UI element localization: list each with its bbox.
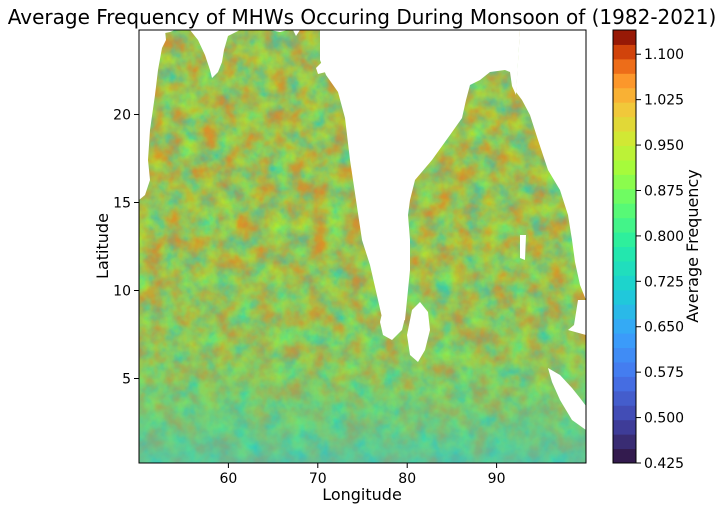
colorbar-segment xyxy=(613,390,636,406)
colorbar-ticks: 0.425 0.500 0.575 0.650 0.725 0.800 0.875 0.950… xyxy=(636,47,684,472)
colorbar-segment xyxy=(613,260,636,276)
colorbar-segment xyxy=(613,174,636,190)
x-tick-label: 70 xyxy=(309,471,327,487)
land-andaman xyxy=(520,235,526,260)
colorbar-segment xyxy=(613,73,636,89)
colorbar-segment xyxy=(613,159,636,175)
colorbar-tick-label: 0.875 xyxy=(644,183,684,199)
colorbar-segment xyxy=(613,131,636,146)
colorbar-segment xyxy=(613,102,636,118)
y-tick-label: 10 xyxy=(113,284,131,300)
colorbar-segment xyxy=(613,30,636,45)
colorbar-segment xyxy=(613,289,636,305)
colorbar-tick-label: 0.575 xyxy=(644,365,684,381)
land-sumatra xyxy=(548,368,586,430)
plot-frame xyxy=(138,29,587,464)
y-axis-label: Latitude xyxy=(93,213,112,279)
colorbar-segment xyxy=(613,44,636,60)
colorbar-label: Average Frequency xyxy=(683,169,702,322)
colorbar-segment xyxy=(613,188,636,204)
colorbar-segment xyxy=(613,246,636,262)
colorbar-segment xyxy=(613,405,636,421)
colorbar-segment xyxy=(613,347,636,363)
y-tick-label: 5 xyxy=(122,372,131,388)
chart-title: Average Frequency of MHWs Occuring Durin… xyxy=(8,5,717,29)
x-axis-label: Longitude xyxy=(322,485,402,504)
colorbar-segment xyxy=(613,434,636,450)
colorbar-tick-label: 0.725 xyxy=(644,274,684,290)
x-ticks: 60 70 80 90 xyxy=(219,463,506,487)
colorbar-tick-label: 1.100 xyxy=(644,47,684,63)
colorbar-segment xyxy=(613,203,636,219)
colorbar-segment xyxy=(613,217,636,233)
x-tick-label: 80 xyxy=(398,471,416,487)
colorbar-segment xyxy=(613,275,636,291)
colorbar xyxy=(612,29,637,464)
colorbar-segment xyxy=(613,87,636,103)
colorbar-tick-label: 1.025 xyxy=(644,93,684,109)
colorbar-tick-label: 0.500 xyxy=(644,411,684,427)
colorbar-tick-label: 0.800 xyxy=(644,229,684,245)
land-tiny-islands xyxy=(316,62,326,74)
colorbar-segment xyxy=(613,304,636,320)
colorbar-segment xyxy=(613,232,636,247)
colorbar-segment xyxy=(613,333,636,349)
y-ticks: 5 10 15 20 xyxy=(113,107,139,388)
land-arabia-west xyxy=(139,30,166,200)
land-india-peninsula xyxy=(380,300,405,340)
colorbar-segment xyxy=(613,376,636,392)
colorbar-segment xyxy=(613,318,636,334)
colorbar-segment xyxy=(613,58,636,74)
colorbar-tick-label: 0.425 xyxy=(644,456,684,472)
colorbar-frame xyxy=(612,29,637,464)
land-iran-pakistan xyxy=(190,30,300,78)
y-tick-label: 15 xyxy=(113,195,131,211)
colorbar-segment xyxy=(613,448,636,464)
land-bay-east xyxy=(516,30,586,300)
land-myanmar-coast xyxy=(568,300,586,335)
colorbar-tick-label: 0.650 xyxy=(644,320,684,336)
colorbar-segment xyxy=(613,145,636,161)
colorbar-segment xyxy=(613,116,636,132)
colorbar-segment xyxy=(613,361,636,377)
land-sri-lanka xyxy=(407,302,430,362)
x-tick-label: 90 xyxy=(488,471,506,487)
colorbar-segment xyxy=(613,419,636,435)
y-tick-label: 20 xyxy=(113,107,131,123)
colorbar-tick-label: 0.950 xyxy=(644,138,684,154)
land-mask xyxy=(139,30,586,430)
x-tick-label: 60 xyxy=(219,471,237,487)
land-indian-subcontinent xyxy=(320,30,520,322)
